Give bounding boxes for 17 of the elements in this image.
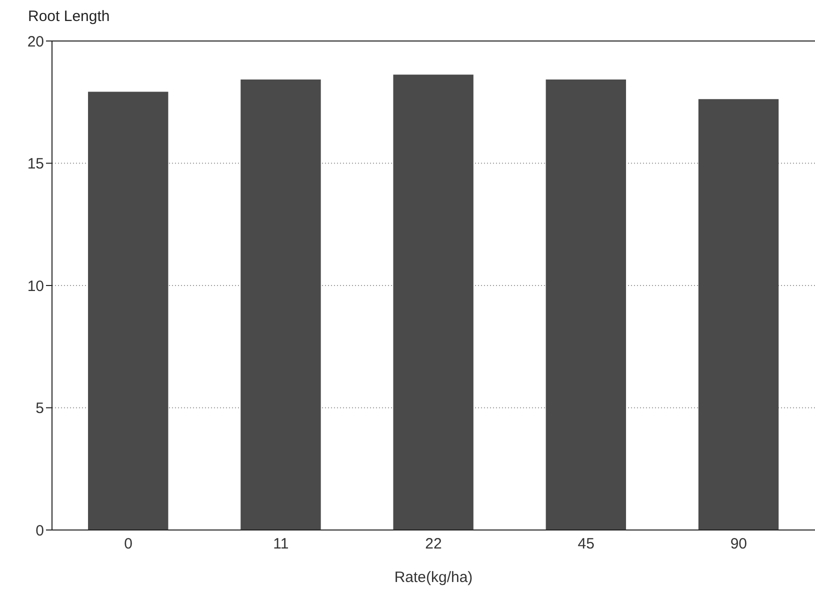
bar bbox=[698, 99, 779, 530]
y-tick-label: 0 bbox=[36, 522, 44, 540]
x-tick-label: 11 bbox=[273, 536, 289, 553]
y-axis-title: Root Length bbox=[28, 8, 110, 25]
x-tick-label: 90 bbox=[730, 536, 748, 553]
x-axis-title: Rate(kg/ha) bbox=[394, 569, 473, 586]
x-tick-label: 22 bbox=[425, 536, 442, 553]
y-tick-label: 20 bbox=[27, 33, 44, 50]
x-tick-label: 0 bbox=[124, 536, 132, 553]
y-tick-label: 10 bbox=[27, 278, 44, 295]
bar bbox=[393, 74, 474, 530]
bar bbox=[88, 92, 168, 530]
bar bbox=[546, 80, 626, 530]
bar bbox=[240, 80, 321, 530]
y-tick-label: 5 bbox=[36, 400, 44, 418]
y-tick-label: 15 bbox=[27, 156, 44, 173]
x-tick-label: 45 bbox=[578, 536, 594, 553]
